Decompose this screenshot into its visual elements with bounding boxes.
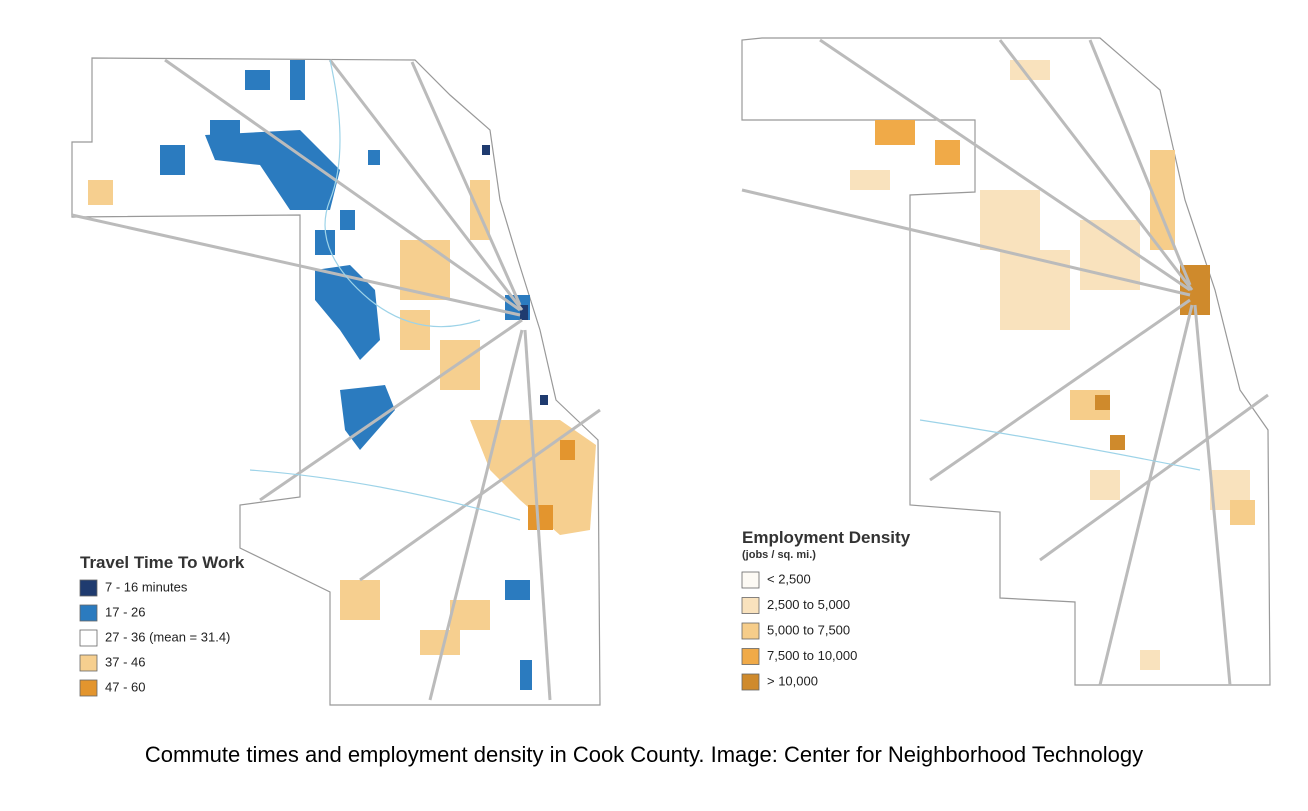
legend-label: 27 - 36 (mean = 31.4) [105, 629, 230, 644]
legend-label: 17 - 26 [105, 604, 145, 619]
legend-swatch [741, 622, 760, 640]
legend-subtitle: (jobs / sq. mi.) [742, 549, 816, 561]
legend-swatch [741, 571, 760, 589]
legend-swatch [741, 673, 760, 691]
legend-label: > 10,000 [767, 673, 818, 688]
legend-label: 37 - 46 [105, 654, 145, 669]
legend-title: Travel Time To Work [80, 553, 245, 572]
caption: Commute times and employment density in … [145, 742, 1143, 767]
legend-swatch [741, 597, 760, 614]
legend-swatch [79, 679, 98, 697]
legend-swatch [79, 654, 98, 672]
travel-time-map [71, 57, 601, 706]
legend-label: 7,500 to 10,000 [767, 648, 857, 663]
legend-swatch [79, 604, 98, 622]
legend-swatch [79, 629, 98, 647]
legend-label: 2,500 to 5,000 [767, 597, 850, 612]
legend-swatch [741, 648, 760, 665]
legend-title: Employment Density [742, 528, 911, 547]
legend-label: < 2,500 [767, 571, 811, 586]
legend-swatch [79, 579, 98, 597]
legend-label: 7 - 16 minutes [105, 579, 188, 594]
employment-density-map [741, 37, 1271, 686]
legend-label: 47 - 60 [105, 679, 145, 694]
legend-label: 5,000 to 7,500 [767, 622, 850, 637]
